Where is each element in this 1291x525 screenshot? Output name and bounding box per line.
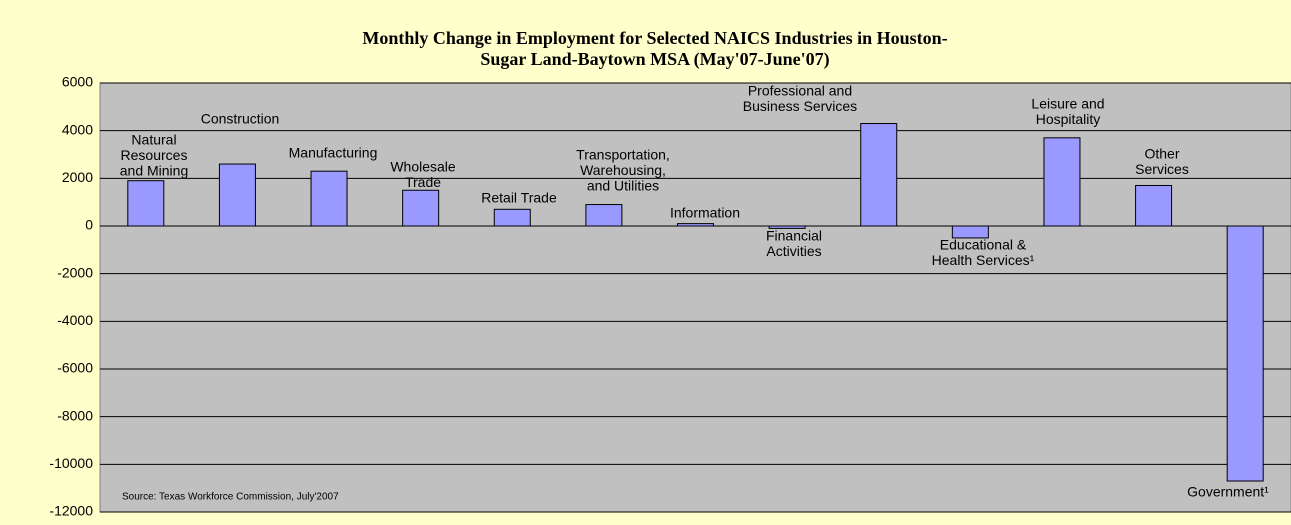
category-label: Services [1135, 161, 1189, 177]
category-label: and Utilities [587, 178, 659, 194]
bar [1043, 137, 1081, 227]
bar [1135, 184, 1173, 227]
y-tick-label: 0 [85, 217, 93, 233]
category-label: Educational & [940, 237, 1027, 253]
category-label: Financial [766, 228, 822, 244]
bar [951, 225, 989, 239]
category-label: Leisure and [1031, 96, 1104, 112]
y-tick-label: -6000 [57, 360, 93, 376]
y-tick-label: -10000 [49, 455, 93, 471]
bar [218, 163, 256, 227]
category-label: Information [670, 205, 740, 221]
chart-title: Monthly Change in Employment for Selecte… [362, 28, 947, 48]
category-label: Wholesale [390, 159, 456, 175]
bar [677, 223, 714, 227]
bar [310, 170, 348, 227]
bar [402, 189, 440, 227]
category-label: Natural [131, 132, 176, 148]
category-label: Health Services¹ [932, 252, 1035, 268]
y-tick-label: 2000 [62, 169, 93, 185]
category-label: Government¹ [1187, 484, 1269, 500]
category-label: Construction [201, 111, 280, 127]
category-label: Transportation, [576, 147, 670, 163]
category-label: Professional and [748, 83, 852, 99]
y-tick-label: -2000 [57, 264, 93, 280]
bar [585, 204, 623, 227]
plot-area [99, 82, 1291, 513]
category-label: Activities [766, 243, 821, 259]
bar [860, 123, 898, 227]
bar [1226, 225, 1264, 482]
y-tick-label: 6000 [62, 74, 93, 90]
bar [127, 180, 165, 227]
bar [493, 208, 531, 227]
category-label: Warehousing, [580, 162, 666, 178]
category-label: Retail Trade [481, 190, 557, 206]
category-label: Hospitality [1036, 111, 1101, 127]
category-label: Manufacturing [289, 145, 378, 161]
y-tick-label: -12000 [49, 503, 93, 519]
y-tick-label: -8000 [57, 407, 93, 423]
y-tick-label: 4000 [62, 121, 93, 137]
category-label: Business Services [743, 98, 857, 114]
category-label: Other [1144, 146, 1179, 162]
bar [768, 225, 806, 229]
category-label: Trade [405, 174, 441, 190]
y-tick-label: -4000 [57, 312, 93, 328]
category-label: Resources [121, 147, 188, 163]
category-label: and Mining [120, 163, 189, 179]
chart-title: Sugar Land-Baytown MSA (May'07-June'07) [480, 49, 829, 70]
source-note: Source: Texas Workforce Commission, July… [122, 492, 339, 503]
